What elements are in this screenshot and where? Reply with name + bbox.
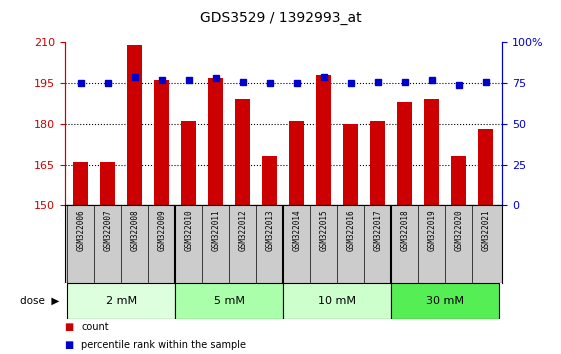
Text: GSM322019: GSM322019 — [427, 209, 436, 251]
Text: ■: ■ — [65, 322, 73, 332]
Text: GSM322014: GSM322014 — [292, 209, 301, 251]
Bar — [181, 121, 196, 205]
Text: GSM322016: GSM322016 — [346, 209, 355, 251]
Bar — [479, 129, 493, 205]
Text: ■: ■ — [65, 340, 73, 350]
Text: GSM322007: GSM322007 — [103, 209, 112, 251]
Text: 30 mM: 30 mM — [426, 296, 465, 306]
Text: percentile rank within the sample: percentile rank within the sample — [81, 340, 246, 350]
Bar — [452, 156, 466, 205]
Text: 10 mM: 10 mM — [318, 296, 356, 306]
Bar — [283, 283, 392, 319]
Text: count: count — [81, 322, 109, 332]
Text: GSM322015: GSM322015 — [319, 209, 328, 251]
Text: GSM322013: GSM322013 — [265, 209, 274, 251]
Bar — [208, 78, 223, 205]
Text: GSM322012: GSM322012 — [238, 209, 247, 251]
Bar — [73, 162, 88, 205]
Bar — [154, 80, 169, 205]
Text: 2 mM: 2 mM — [105, 296, 137, 306]
Bar — [370, 121, 385, 205]
Bar — [289, 121, 304, 205]
Bar — [127, 45, 142, 205]
Text: GSM322017: GSM322017 — [373, 209, 383, 251]
Text: 5 mM: 5 mM — [214, 296, 245, 306]
Text: GSM322009: GSM322009 — [157, 209, 166, 251]
Bar — [316, 75, 331, 205]
Bar — [425, 99, 439, 205]
Text: GSM322006: GSM322006 — [76, 209, 85, 251]
Text: GSM322011: GSM322011 — [211, 209, 220, 251]
Text: GSM322008: GSM322008 — [130, 209, 139, 251]
Text: GSM322020: GSM322020 — [454, 209, 463, 251]
Text: dose  ▶: dose ▶ — [20, 296, 59, 306]
Text: GSM322021: GSM322021 — [481, 209, 490, 251]
Bar — [343, 124, 358, 205]
Text: GSM322018: GSM322018 — [401, 209, 410, 251]
Bar — [392, 283, 499, 319]
Bar — [100, 162, 115, 205]
Bar — [397, 102, 412, 205]
Bar — [263, 156, 277, 205]
Text: GSM322010: GSM322010 — [184, 209, 194, 251]
Bar — [175, 283, 283, 319]
Bar — [236, 99, 250, 205]
Text: GDS3529 / 1392993_at: GDS3529 / 1392993_at — [200, 11, 361, 25]
Bar — [67, 283, 175, 319]
